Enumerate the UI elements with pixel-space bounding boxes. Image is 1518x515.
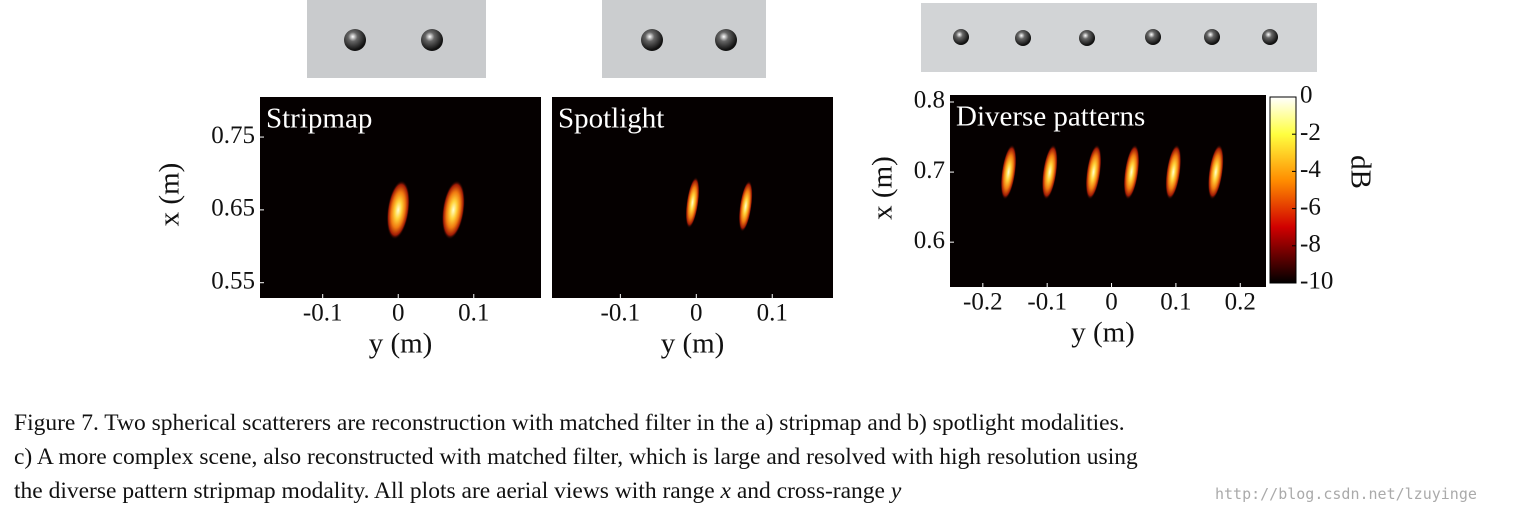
y-tick-label: 0.6 — [914, 227, 945, 254]
caption-symbol: y — [889, 478, 902, 504]
colorbar-tick-label: 0 — [1300, 82, 1313, 109]
colorbar-tick-label: -2 — [1300, 119, 1321, 146]
scatterer-spot — [1207, 144, 1224, 200]
y-tick-label: 0.8 — [914, 87, 945, 114]
y-axis-label: x (m) — [154, 163, 186, 227]
watermark: http://blog.csdn.net/lzuyinge — [1215, 485, 1477, 503]
photo — [921, 3, 1317, 72]
caption-text: and cross-range — [731, 478, 891, 504]
x-tick-label: 0 — [392, 300, 405, 327]
caption-line: the diverse pattern stripmap modality. A… — [14, 478, 902, 504]
y-axis-label: x (m) — [867, 156, 899, 220]
colorbar — [1269, 96, 1297, 284]
x-tick-label: 0 — [690, 300, 703, 327]
panel-title: Stripmap — [266, 103, 372, 135]
caption-line: c) A more complex scene, also reconstruc… — [14, 444, 1138, 470]
x-tick-label: 0 — [1105, 289, 1118, 316]
caption-text: the diverse pattern stripmap modality. A… — [14, 478, 721, 504]
x-axis-label: y (m) — [369, 328, 433, 360]
y-tick-label: 0.75 — [211, 122, 255, 149]
panel-title: Diverse patterns — [956, 101, 1145, 133]
x-tick-label: 0.1 — [1160, 289, 1191, 316]
x-axis-label: y (m) — [1071, 317, 1135, 349]
colorbar-tick-label: -10 — [1300, 268, 1333, 295]
scatterer-spot — [1085, 144, 1102, 200]
x-tick-label: -0.1 — [601, 300, 641, 327]
scatterer-spot — [1165, 144, 1182, 200]
scatterer-spot — [738, 180, 753, 232]
scatterer-spot — [441, 180, 466, 240]
scatterer-spot — [1041, 144, 1058, 200]
colorbar-tick-label: -4 — [1300, 156, 1321, 183]
photo — [602, 0, 766, 78]
photo — [307, 0, 486, 78]
scatterer-spot — [1123, 144, 1140, 200]
x-tick-label: 0.2 — [1225, 289, 1256, 316]
colorbar-label: dB — [1344, 155, 1376, 189]
colorbar-tick-label: -8 — [1300, 231, 1321, 258]
caption-symbol: x — [720, 478, 732, 504]
caption-line: Figure 7. Two spherical scatterers are r… — [14, 410, 1125, 436]
scatterer-spot — [685, 176, 700, 229]
x-tick-label: -0.1 — [303, 300, 343, 327]
panel-title: Spotlight — [558, 103, 664, 135]
x-tick-label: 0.1 — [757, 300, 788, 327]
scatterer-spot — [1000, 144, 1017, 200]
x-axis-label: y (m) — [661, 328, 725, 360]
x-tick-label: -0.2 — [963, 289, 1003, 316]
y-tick-label: 0.65 — [211, 195, 255, 222]
scatterer-spot — [386, 180, 410, 240]
colorbar-tick-label: -6 — [1300, 193, 1321, 220]
x-tick-label: 0.1 — [458, 300, 489, 327]
y-tick-label: 0.7 — [914, 157, 945, 184]
x-tick-label: -0.1 — [1027, 289, 1067, 316]
y-tick-label: 0.55 — [211, 267, 255, 294]
